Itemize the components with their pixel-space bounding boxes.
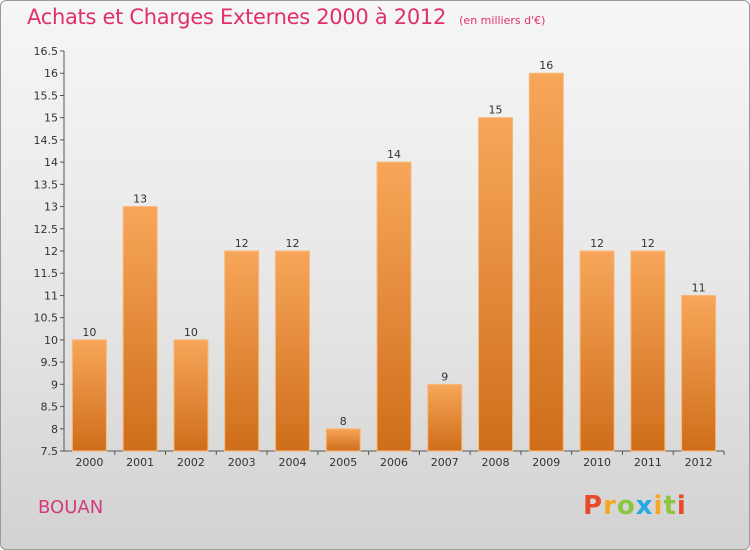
- x-tick-label: 2004: [278, 456, 306, 469]
- logo-letter: i: [676, 491, 687, 521]
- logo-letter: o: [616, 491, 636, 521]
- y-tick-label: 14.5: [34, 134, 59, 147]
- x-tick-label: 2012: [685, 456, 713, 469]
- x-tick-label: 2001: [126, 456, 154, 469]
- bar: [122, 206, 158, 452]
- chart-subtitle: (en milliers d'€): [459, 14, 546, 27]
- y-tick-label: 8: [51, 423, 58, 436]
- bar-value-label: 12: [235, 237, 249, 250]
- bar-value-label: 12: [641, 237, 655, 250]
- x-tick-label: 2005: [329, 456, 357, 469]
- bar-value-label: 10: [184, 326, 198, 339]
- x-tick-label: 2003: [228, 456, 256, 469]
- bar: [71, 339, 107, 452]
- y-tick-label: 9: [51, 378, 58, 391]
- bar: [224, 250, 260, 452]
- proxiti-logo[interactable]: Proxiti: [583, 491, 687, 521]
- x-tick-label: 2002: [177, 456, 205, 469]
- bar: [579, 250, 615, 452]
- bar: [528, 72, 564, 452]
- y-tick-label: 7.5: [41, 445, 59, 458]
- logo-letter: i: [653, 491, 664, 521]
- y-tick-label: 14: [44, 156, 58, 169]
- y-tick-label: 12.5: [34, 223, 59, 236]
- bar-value-label: 11: [692, 281, 706, 294]
- y-tick-label: 16.5: [34, 45, 59, 58]
- y-tick-label: 11.5: [34, 267, 59, 280]
- bar: [478, 117, 514, 452]
- bar-value-label: 16: [539, 59, 553, 72]
- x-tick-label: 2010: [583, 456, 611, 469]
- y-tick-label: 9.5: [41, 356, 59, 369]
- y-tick-label: 15.5: [34, 89, 59, 102]
- bar: [630, 250, 666, 452]
- y-tick-label: 16: [44, 67, 58, 80]
- logo-letter: P: [583, 491, 604, 521]
- y-tick-label: 12: [44, 245, 58, 258]
- x-tick-label: 2006: [380, 456, 408, 469]
- bar-value-label: 15: [489, 104, 503, 117]
- bar-value-label: 12: [285, 237, 299, 250]
- x-tick-label: 2000: [75, 456, 103, 469]
- bar-value-label: 10: [82, 326, 96, 339]
- y-tick-label: 11: [44, 289, 58, 302]
- y-tick-label: 13.5: [34, 178, 59, 191]
- bar: [173, 339, 209, 452]
- logo-letter: r: [603, 491, 617, 521]
- y-tick-label: 15: [44, 112, 58, 125]
- bar: [681, 294, 717, 452]
- bar: [325, 428, 361, 452]
- bar-value-label: 12: [590, 237, 604, 250]
- x-tick-label: 2011: [634, 456, 662, 469]
- bar: [274, 250, 310, 452]
- y-tick-label: 10: [44, 334, 58, 347]
- plot-area: 7.5 8 8.5 9 9.5 10 10.5 11 11.5 12 12.5 13 13.5 14 14.…: [34, 45, 725, 469]
- y-tick-label: 13: [44, 201, 58, 214]
- logo-letter: t: [663, 491, 677, 521]
- logo-letter: x: [635, 491, 654, 521]
- title-row: Achats et Charges Externes 2000 à 2012 (…: [27, 5, 545, 29]
- x-tick-label: 2009: [532, 456, 560, 469]
- commune-name: BOUAN: [38, 497, 104, 518]
- bar-value-label: 8: [340, 415, 347, 428]
- x-tick-label: 2007: [431, 456, 459, 469]
- bar-value-label: 9: [441, 370, 448, 383]
- bar-value-label: 13: [133, 193, 147, 206]
- bar: [427, 383, 463, 452]
- y-tick-label: 8.5: [41, 401, 59, 414]
- bar: [376, 161, 412, 452]
- x-tick-label: 2008: [482, 456, 510, 469]
- y-tick-label: 10.5: [34, 312, 59, 325]
- bar-value-label: 14: [387, 148, 401, 161]
- chart-title: Achats et Charges Externes 2000 à 2012: [27, 5, 447, 29]
